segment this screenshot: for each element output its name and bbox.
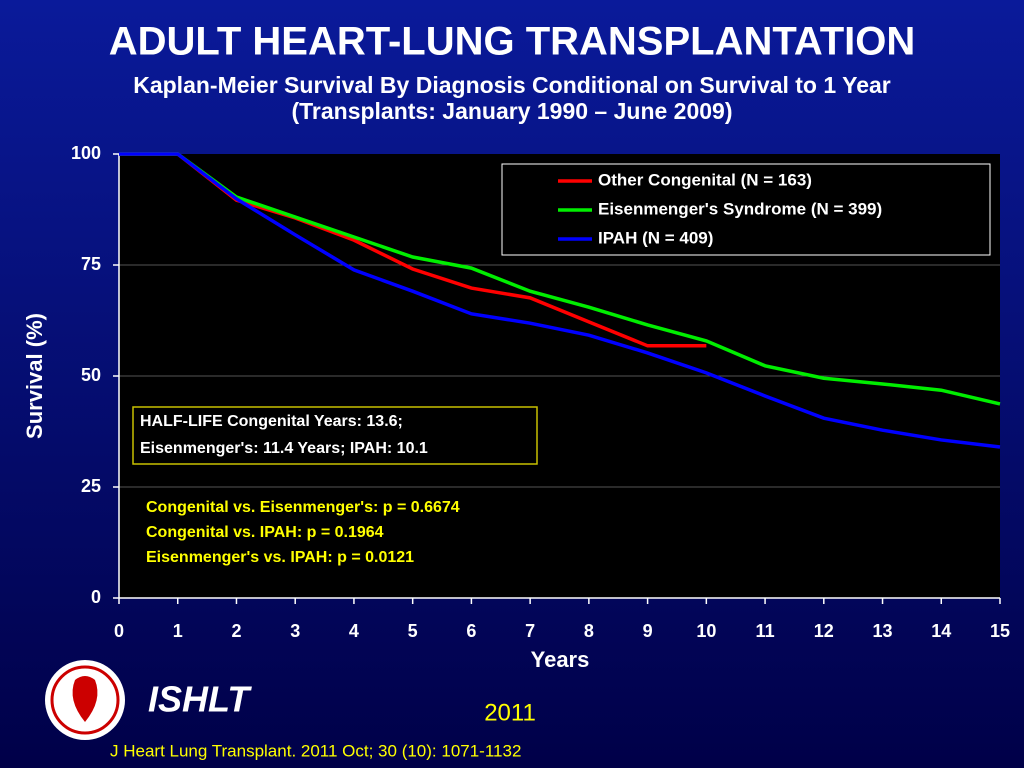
y-tick-label: 75 <box>81 254 101 274</box>
y-tick-label: 25 <box>81 476 101 496</box>
half-life-box <box>132 406 538 465</box>
p-value-text: Eisenmenger's vs. IPAH: p = 0.0121 <box>146 549 414 566</box>
series-line <box>119 152 1001 449</box>
chart-subtitle: (Transplants: January 1990 – June 2009) <box>291 98 732 124</box>
org-name: ISHLT <box>148 679 252 720</box>
y-tick-label: 100 <box>71 143 101 163</box>
half-life-text: HALF-LIFE Congenital Years: 13.6; <box>140 413 403 430</box>
half-life-text: Eisenmenger's: 11.4 Years; IPAH: 10.1 <box>140 440 428 457</box>
citation: J Heart Lung Transplant. 2011 Oct; 30 (1… <box>110 741 521 760</box>
x-tick-label: 5 <box>408 621 418 641</box>
x-tick-label: 0 <box>114 621 124 641</box>
legend-label: IPAH (N = 409) <box>598 228 713 247</box>
x-tick-label: 13 <box>873 621 893 641</box>
x-tick-label: 9 <box>643 621 653 641</box>
x-tick-label: 8 <box>584 621 594 641</box>
x-tick-label: 2 <box>231 621 241 641</box>
y-axis-label: Survival (%) <box>22 313 47 439</box>
x-tick-label: 4 <box>349 621 359 641</box>
y-tick-label: 0 <box>91 587 101 607</box>
logo-ring <box>50 665 120 735</box>
x-tick-label: 6 <box>466 621 476 641</box>
legend-label: Eisenmenger's Syndrome (N = 399) <box>598 199 882 218</box>
x-tick-label: 7 <box>525 621 535 641</box>
year: 2011 <box>484 699 536 726</box>
chart-title: ADULT HEART-LUNG TRANSPLANTATION <box>109 20 916 64</box>
x-tick-label: 11 <box>756 621 775 641</box>
series-line <box>119 152 1001 406</box>
p-value-text: Congenital vs. IPAH: p = 0.1964 <box>146 524 384 541</box>
x-tick-label: 3 <box>290 621 300 641</box>
legend-label: Other Congenital (N = 163) <box>598 170 812 189</box>
x-tick-label: 1 <box>173 621 183 641</box>
chart-subtitle: Kaplan-Meier Survival By Diagnosis Condi… <box>133 72 891 98</box>
x-tick-label: 14 <box>931 621 951 641</box>
x-tick-label: 12 <box>814 621 834 641</box>
y-tick-label: 50 <box>81 365 101 385</box>
logo <box>45 660 125 740</box>
x-tick-label: 10 <box>696 621 716 641</box>
x-tick-label: 15 <box>990 621 1010 641</box>
logo-heart <box>72 676 98 722</box>
x-axis-label: Years <box>531 647 590 672</box>
p-value-text: Congenital vs. Eisenmenger's: p = 0.6674 <box>146 499 460 516</box>
